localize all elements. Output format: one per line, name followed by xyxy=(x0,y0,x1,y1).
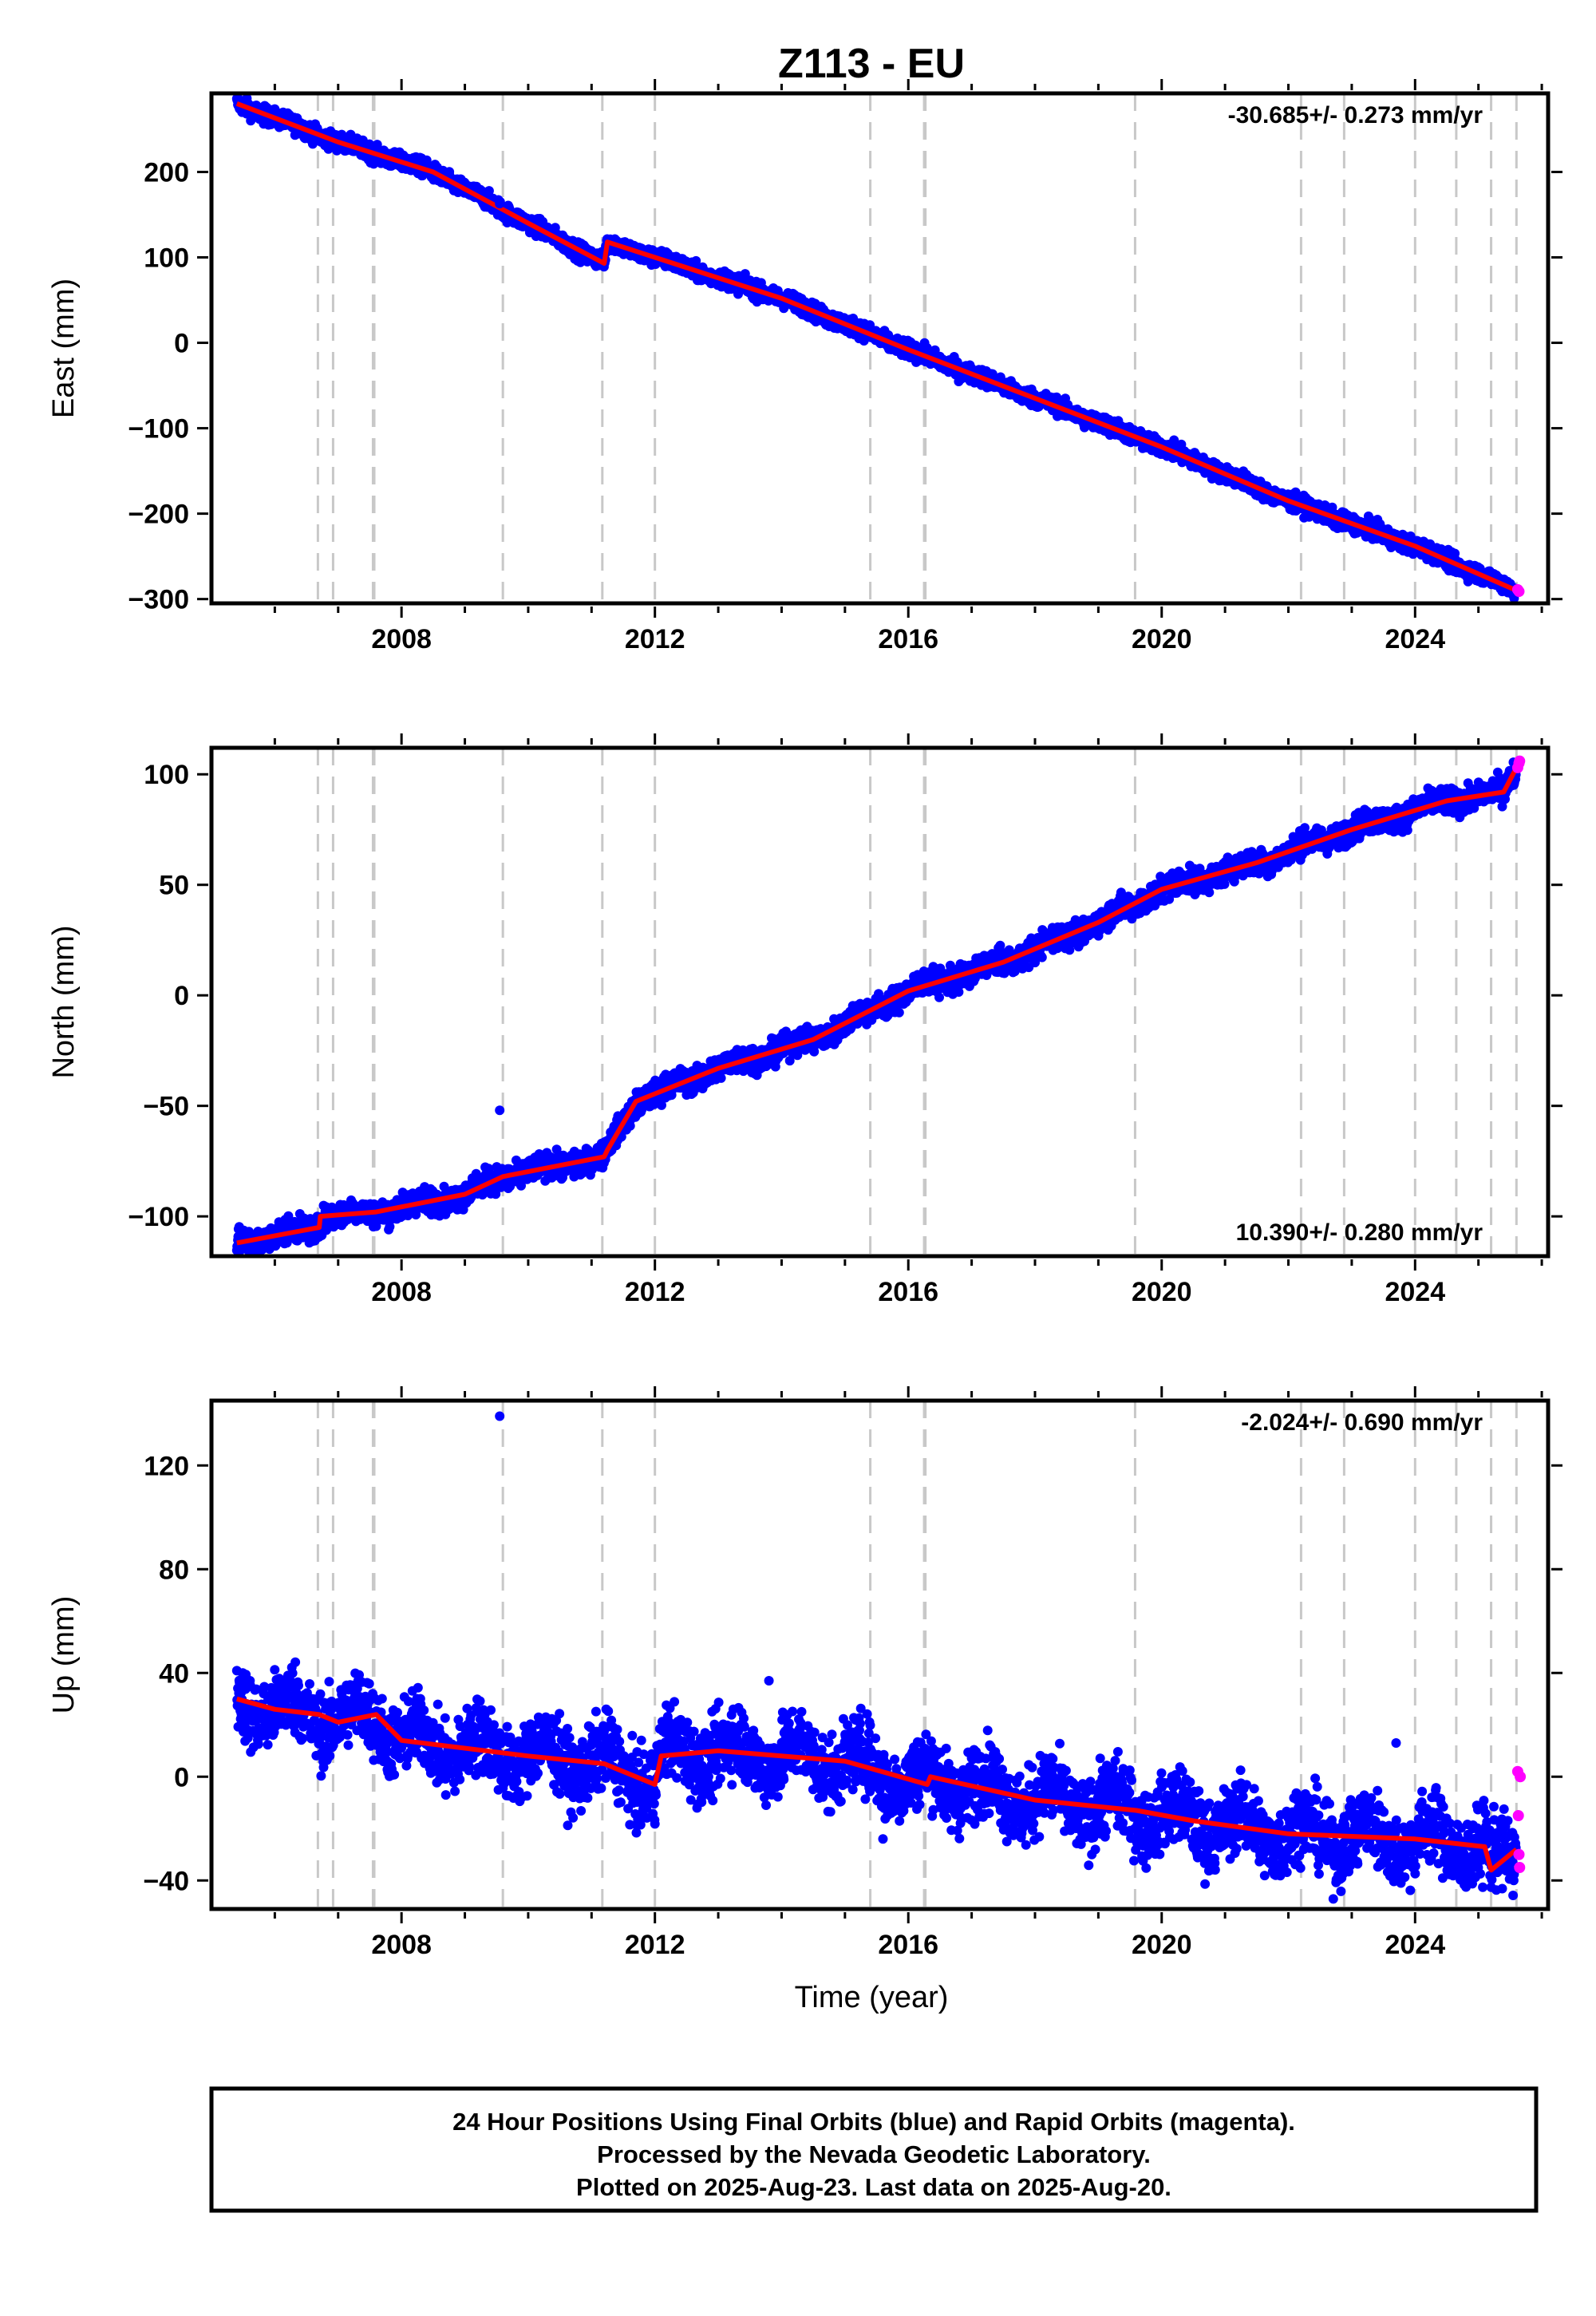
east-panel: 2008 2012 2016 2020 2024 200 100 0 −100 −200 −300… xyxy=(47,79,1562,654)
east-y-tick-label: 100 xyxy=(144,243,189,274)
east-y-tick-label: −200 xyxy=(128,500,189,530)
east-y-tick-label: 200 xyxy=(144,157,189,188)
east-position-point xyxy=(484,186,494,196)
east-y-tick-label: −300 xyxy=(128,585,189,615)
east-outlier-points xyxy=(495,199,505,209)
east-x-tick-label: 2020 xyxy=(1132,624,1192,654)
east-x-tick-label: 2008 xyxy=(371,624,432,654)
east-y-tick-label: 0 xyxy=(174,329,189,359)
east-y-axis-label: East (mm) xyxy=(47,279,81,418)
chart-title: Z113 - EU xyxy=(778,41,965,87)
east-rapid-point xyxy=(1513,586,1525,598)
east-rate-label: -30.685+/- 0.273 mm/yr xyxy=(1228,102,1483,128)
east-x-tick-label: 2024 xyxy=(1385,624,1445,654)
east-outlier-point xyxy=(495,199,505,209)
east-x-tick-label: 2016 xyxy=(878,624,938,654)
east-x-tick-label: 2012 xyxy=(625,624,685,654)
east-y-tick-label: −100 xyxy=(128,414,189,445)
